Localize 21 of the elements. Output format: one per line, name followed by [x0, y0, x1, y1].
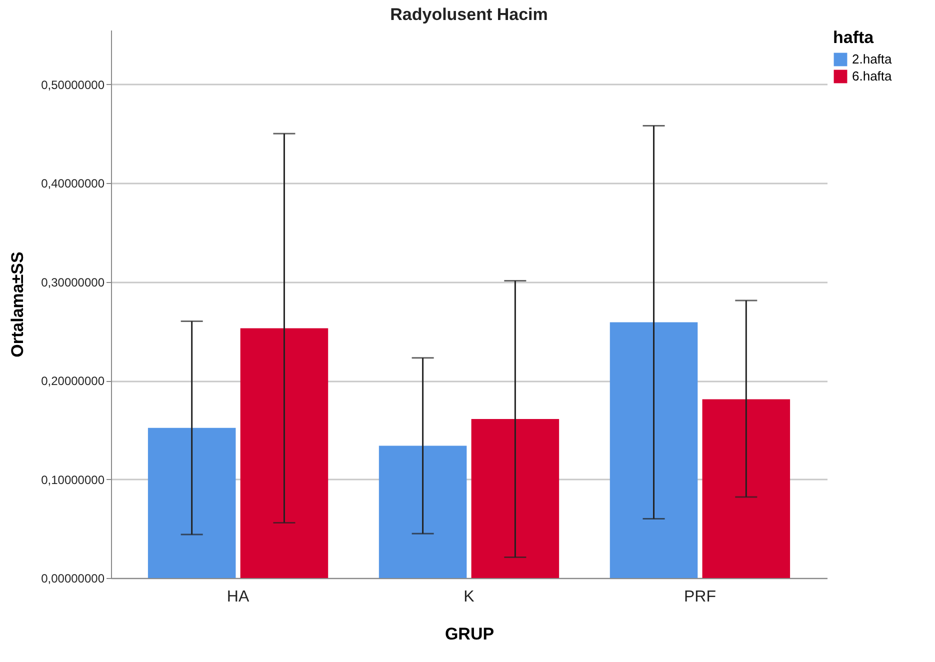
chart-title: Radyolusent Hacim: [390, 5, 548, 24]
y-tick-label: 0,00000000: [41, 572, 105, 586]
legend-label: 2.hafta: [852, 52, 893, 66]
x-axis-title: GRUP: [444, 624, 494, 644]
legend-title: hafta: [833, 28, 874, 47]
bar: [378, 446, 467, 578]
bar: [610, 322, 698, 578]
legend-label: 6.hafta: [852, 68, 893, 84]
y-tick-label: 0,10000000: [41, 472, 105, 487]
x-tick-label: PRF: [684, 588, 716, 606]
y-axis-title: Ortalama±SS: [8, 252, 28, 358]
bar: [471, 419, 560, 578]
bar: [240, 328, 328, 578]
bar: [702, 399, 790, 578]
x-tick-label: K: [464, 588, 475, 606]
y-tick-label: 0,50000000: [41, 78, 105, 92]
y-tick-label: 0,30000000: [41, 275, 105, 290]
bar: [148, 428, 236, 578]
x-tick-label: HA: [226, 588, 250, 606]
y-tick-label: 0,20000000: [41, 374, 105, 388]
y-tick-label: 0,40000000: [41, 176, 105, 191]
